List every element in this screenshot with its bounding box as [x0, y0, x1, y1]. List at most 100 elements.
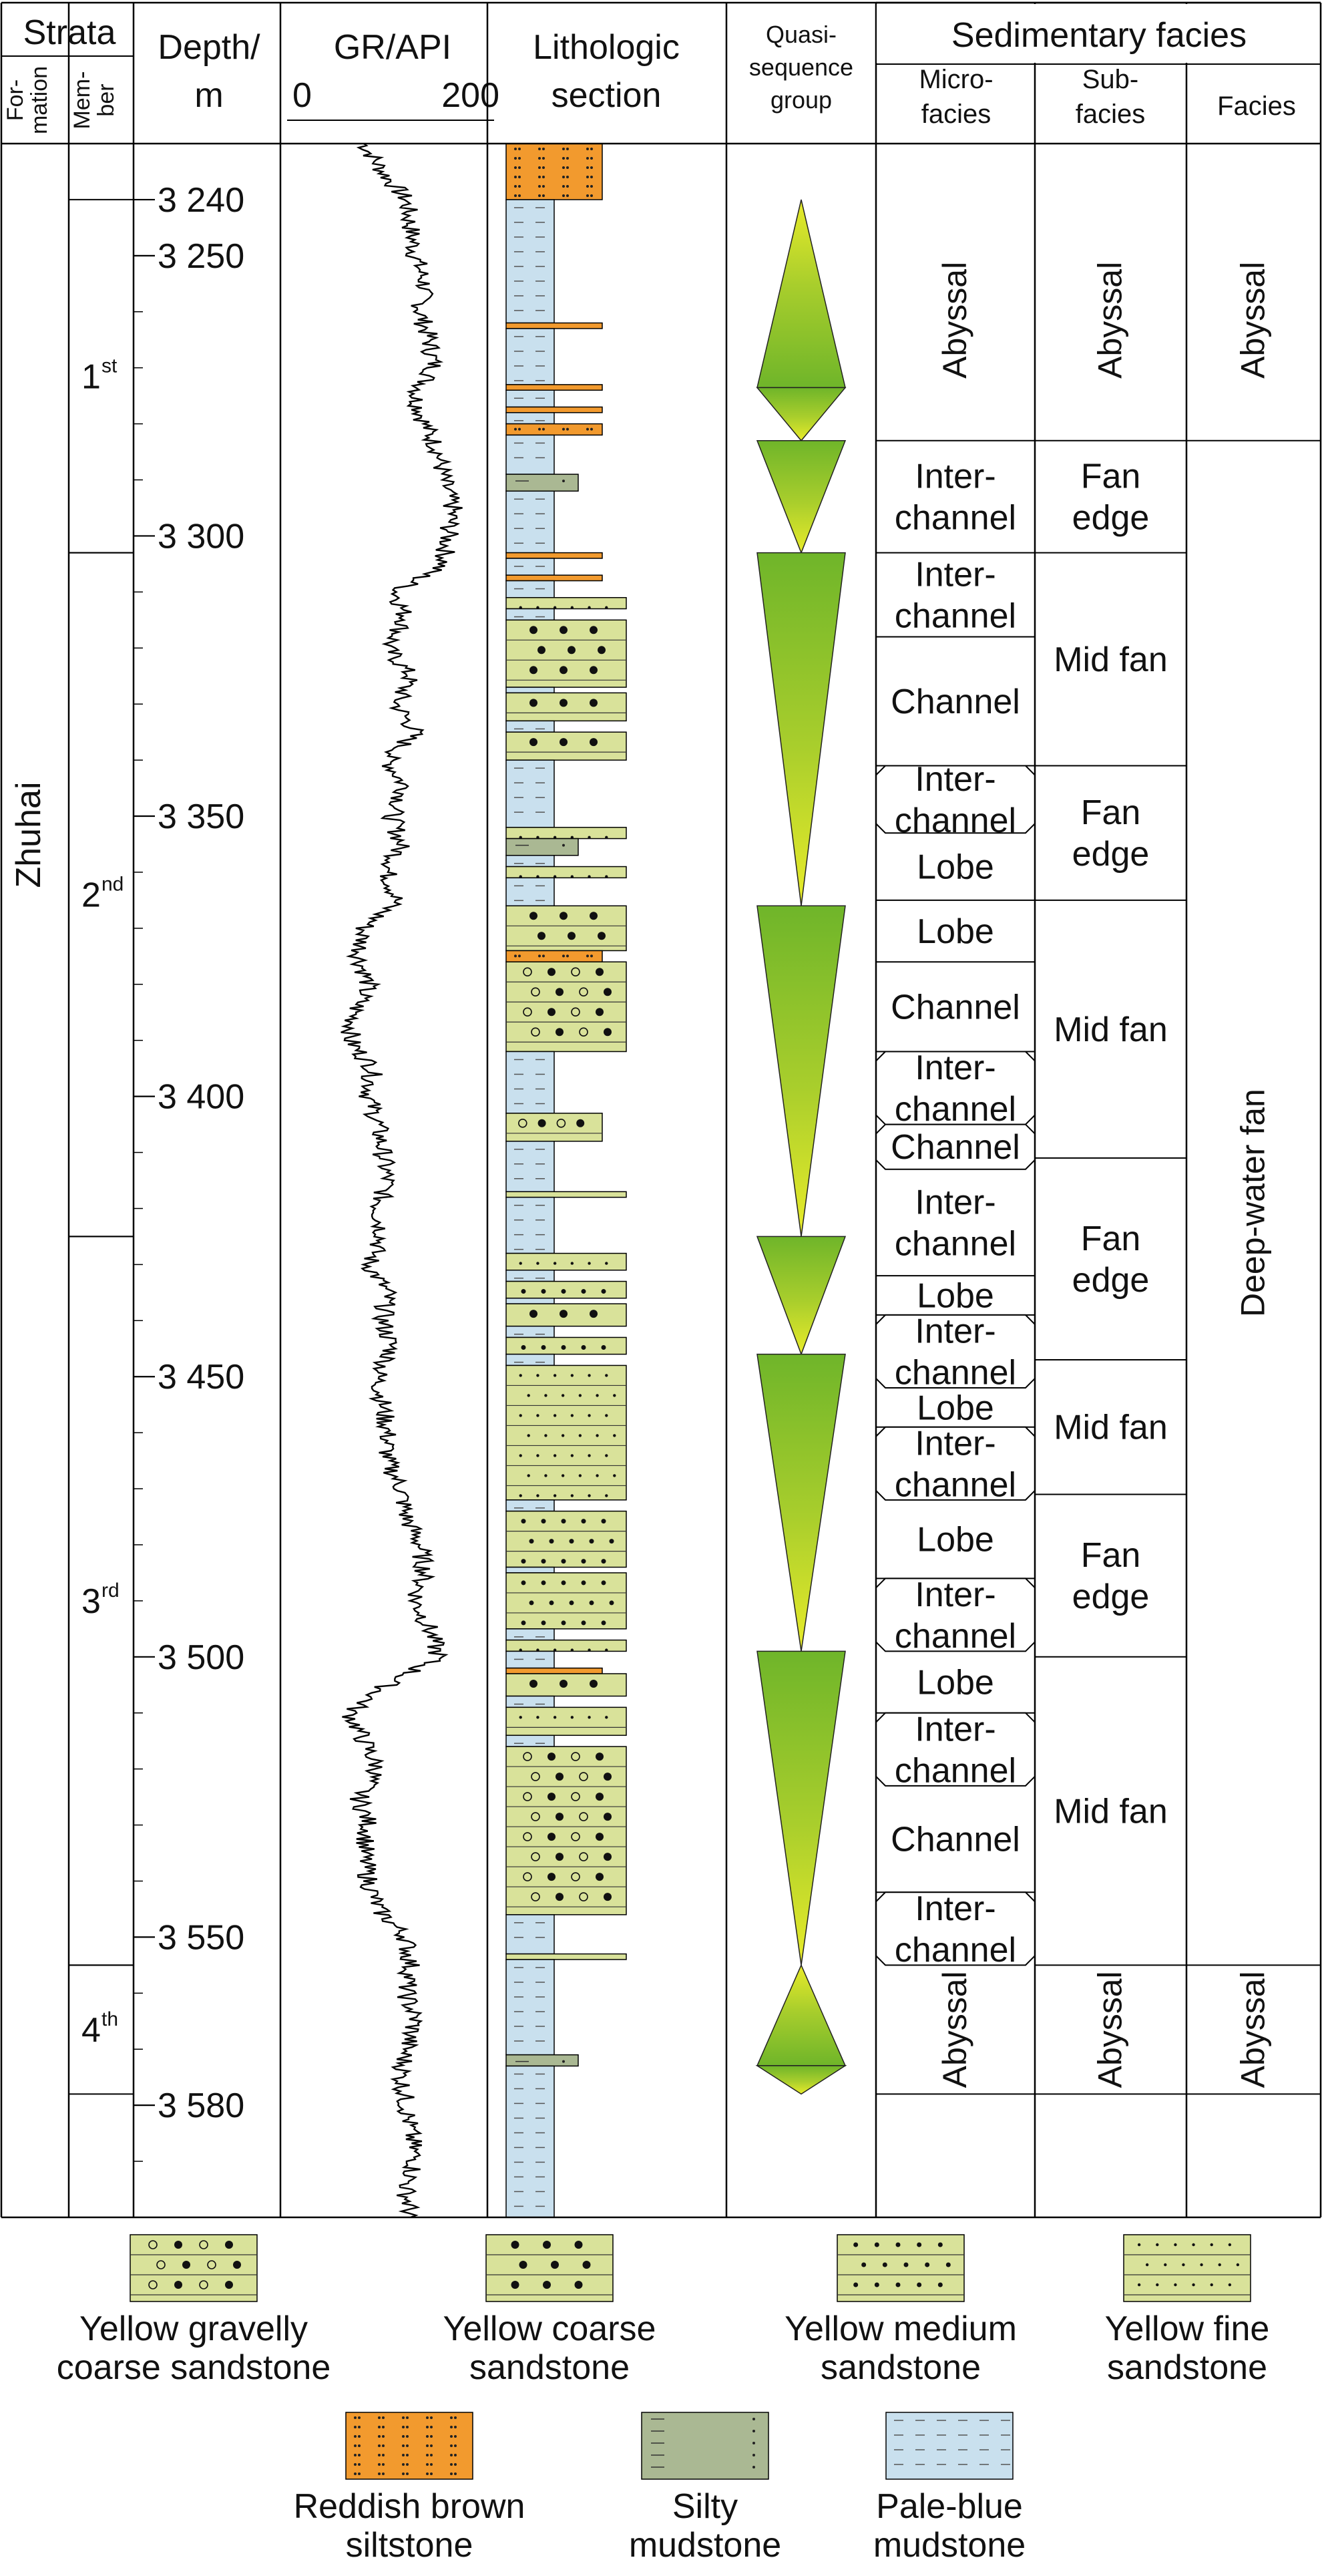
silt-dot	[454, 2454, 457, 2456]
grain-mark	[937, 2282, 943, 2287]
mudstone-bed	[505, 759, 555, 828]
microfacies-label: Abyssal	[936, 1971, 973, 2088]
downward-triangle	[756, 905, 846, 1237]
silt-dot	[382, 2463, 385, 2466]
facies-header: Facies	[1217, 91, 1296, 121]
mudstone-bed	[505, 1734, 555, 1747]
grain-mark	[547, 1833, 556, 1841]
grain-mark	[561, 1519, 566, 1524]
microfacies-label: Channel	[891, 683, 1020, 721]
silt-dot	[586, 954, 589, 958]
microfacies-label: channel	[895, 597, 1016, 636]
silt-dot	[402, 2444, 405, 2447]
silt-dot	[378, 2416, 381, 2419]
microfacies-label: Inter-	[915, 1049, 996, 1087]
grain-mark	[560, 626, 568, 634]
silt-dot	[430, 2472, 433, 2475]
downward-triangle	[756, 387, 847, 441]
grain-mark	[536, 1494, 539, 1497]
grain-mark	[609, 1539, 614, 1544]
silt-dot	[542, 148, 545, 150]
grain-mark	[556, 1773, 564, 1781]
gravel-mark	[571, 1007, 580, 1017]
grain-mark	[551, 2261, 559, 2269]
subfacies-header-line1: Sub-	[1082, 65, 1139, 94]
sandstone-bed	[505, 1572, 627, 1630]
silt-dot	[358, 2416, 361, 2419]
silt-dot	[378, 2444, 381, 2447]
silt-dot	[406, 2435, 409, 2438]
mudstone-bed	[505, 1353, 555, 1366]
grain-mark	[570, 606, 574, 609]
silt-dot	[562, 185, 565, 188]
microfacies-label: Inter-	[915, 1183, 996, 1222]
grain-mark	[225, 2241, 233, 2249]
grain-mark	[604, 1773, 612, 1781]
legend-label: Yellow medium	[785, 2310, 1017, 2348]
downward-triangle	[756, 552, 846, 906]
litho-header-line1: Lithologic	[533, 28, 680, 67]
grain-mark	[1182, 2263, 1185, 2267]
silt-dot	[426, 2435, 429, 2438]
formation-name: Zhuhai	[9, 782, 48, 888]
gr-log-curve	[341, 143, 463, 2219]
grain-mark	[861, 2262, 867, 2267]
grain-mark	[605, 1648, 608, 1652]
silt-dot	[566, 194, 569, 197]
grain-mark	[576, 1119, 585, 1127]
silt-dot	[406, 2416, 409, 2419]
silt-dot	[518, 185, 521, 188]
member-number: 3	[81, 1582, 101, 1621]
grain-mark	[519, 1414, 522, 1417]
microfacies-label: Inter-	[915, 1312, 996, 1350]
grain-mark	[582, 2261, 591, 2269]
silt-dot	[518, 157, 521, 160]
grain-mark	[590, 912, 598, 920]
silt-dot	[542, 185, 545, 188]
silt-dot	[430, 2463, 433, 2466]
mudstone-bed	[505, 1695, 555, 1708]
silt-dot	[430, 2426, 433, 2428]
member-number: 2	[81, 876, 101, 915]
silt-dot	[454, 2416, 457, 2419]
grain-mark	[527, 1394, 530, 1397]
silt-dot	[402, 2416, 405, 2419]
grain-mark	[605, 1454, 608, 1457]
grain-mark	[570, 1454, 574, 1457]
grain-mark	[541, 1344, 546, 1350]
silt-dot	[586, 194, 589, 197]
grain-mark	[536, 1454, 539, 1457]
member-header-line1: Mem-	[69, 71, 95, 130]
grain-mark	[529, 1679, 537, 1688]
grain-mark	[581, 1344, 586, 1350]
gravel-mark	[199, 2280, 208, 2289]
grain-mark	[521, 1580, 526, 1586]
silt-dot	[430, 2435, 433, 2438]
downward-triangle	[755, 2065, 847, 2095]
grain-mark	[605, 836, 608, 840]
silt-dot	[542, 157, 545, 160]
grain-mark	[529, 1310, 537, 1318]
grain-mark	[570, 1648, 574, 1652]
grain-mark	[604, 988, 612, 996]
grain-mark	[581, 1519, 586, 1524]
microfacies-label: channel	[895, 1465, 1016, 1504]
grain-mark	[569, 1600, 574, 1606]
silt-dot	[354, 2435, 357, 2438]
gravel-mark	[571, 1792, 580, 1801]
gravel-mark	[531, 1772, 540, 1781]
grain-mark	[1174, 2283, 1177, 2287]
silt-dot	[514, 176, 517, 178]
grain-mark	[588, 1648, 591, 1652]
mudstone-bed	[505, 1141, 555, 1193]
formation-header-line2: mation	[27, 66, 52, 134]
mudstone-bed	[505, 1628, 555, 1641]
legend-label: sandstone	[821, 2348, 981, 2387]
grain-mark	[547, 968, 556, 976]
microfacies-label: Lobe	[917, 1389, 994, 1427]
silt-dot	[542, 194, 545, 197]
grain-mark	[588, 875, 591, 878]
microfacies-label: Lobe	[917, 1664, 994, 1702]
grain-mark	[568, 932, 576, 940]
silt-dot	[566, 427, 569, 431]
